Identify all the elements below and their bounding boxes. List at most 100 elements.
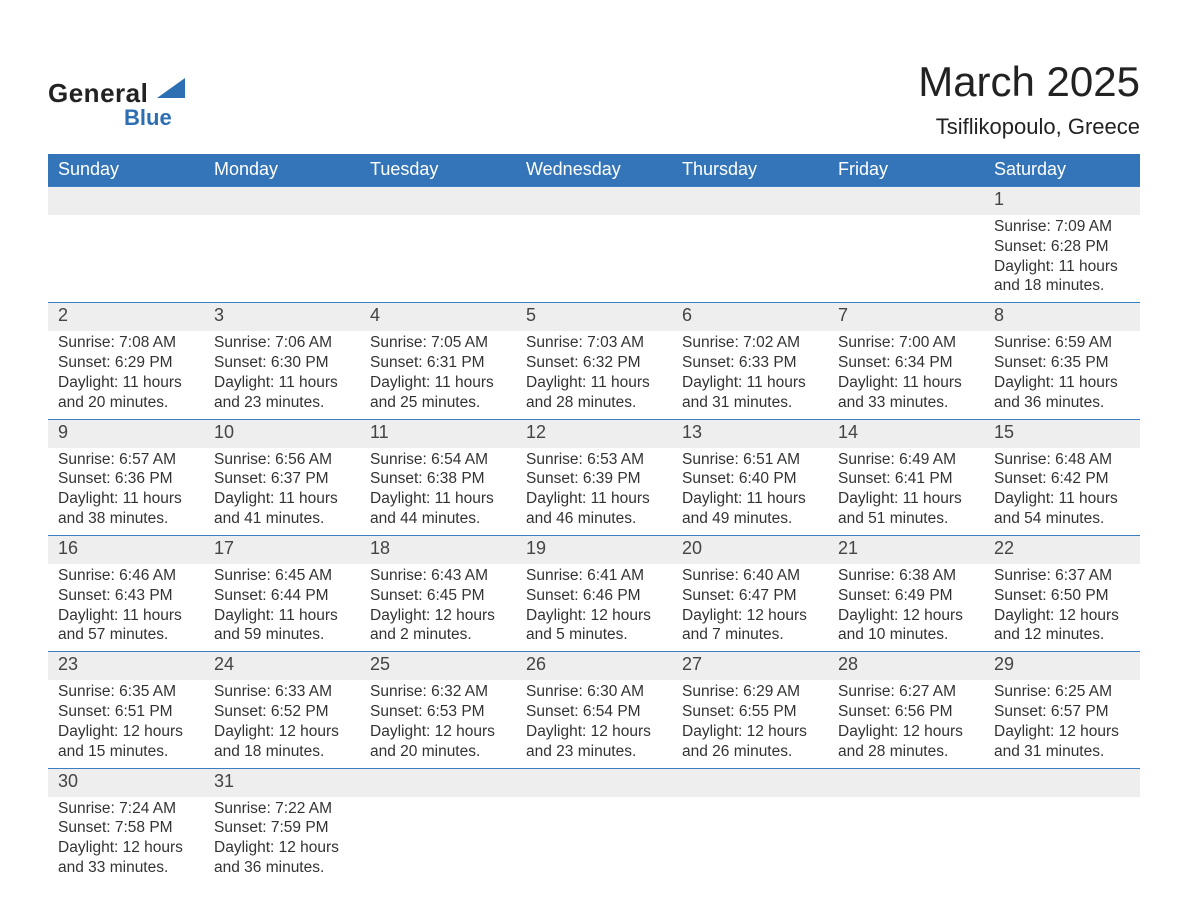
weekday-header: Tuesday <box>360 154 516 187</box>
day-detail-sunrise: Sunrise: 6:29 AM <box>682 682 822 702</box>
day-detail-dl1: Daylight: 11 hours <box>526 489 666 509</box>
day-details-cell: Sunrise: 7:24 AMSunset: 7:58 PMDaylight:… <box>48 797 204 884</box>
day-detail-sunset: Sunset: 6:34 PM <box>838 353 978 373</box>
day-detail-dl1: Daylight: 11 hours <box>994 257 1134 277</box>
day-detail-sunrise: Sunrise: 6:41 AM <box>526 566 666 586</box>
day-detail-sunset: Sunset: 6:46 PM <box>526 586 666 606</box>
day-detail-sunset: Sunset: 6:29 PM <box>58 353 198 373</box>
day-detail-dl2: and 12 minutes. <box>994 625 1134 645</box>
day-detail-sunset: Sunset: 6:35 PM <box>994 353 1134 373</box>
day-details-cell: Sunrise: 6:51 AMSunset: 6:40 PMDaylight:… <box>672 448 828 536</box>
week-details-row: Sunrise: 6:46 AMSunset: 6:43 PMDaylight:… <box>48 564 1140 652</box>
day-detail-sunrise: Sunrise: 6:38 AM <box>838 566 978 586</box>
day-detail-dl2: and 33 minutes. <box>838 393 978 413</box>
day-number-cell: 28 <box>828 652 984 681</box>
day-detail-dl2: and 20 minutes. <box>58 393 198 413</box>
day-detail-dl1: Daylight: 12 hours <box>526 722 666 742</box>
day-detail-dl1: Daylight: 12 hours <box>58 838 198 858</box>
day-detail-dl2: and 31 minutes. <box>994 742 1134 762</box>
day-detail-dl1: Daylight: 11 hours <box>994 373 1134 393</box>
calendar-page: General Blue March 2025 Tsiflikopoulo, G… <box>0 0 1188 918</box>
day-detail-sunrise: Sunrise: 6:48 AM <box>994 450 1134 470</box>
day-details-cell: Sunrise: 6:43 AMSunset: 6:45 PMDaylight:… <box>360 564 516 652</box>
day-detail-sunrise: Sunrise: 6:32 AM <box>370 682 510 702</box>
day-details-cell: Sunrise: 6:48 AMSunset: 6:42 PMDaylight:… <box>984 448 1140 536</box>
day-detail-dl1: Daylight: 12 hours <box>370 722 510 742</box>
day-detail-sunrise: Sunrise: 6:30 AM <box>526 682 666 702</box>
day-detail-dl1: Daylight: 12 hours <box>214 838 354 858</box>
day-detail-sunset: Sunset: 6:56 PM <box>838 702 978 722</box>
day-detail-dl1: Daylight: 11 hours <box>838 489 978 509</box>
day-details-cell <box>828 215 984 303</box>
day-detail-sunset: Sunset: 6:47 PM <box>682 586 822 606</box>
week-daynum-row: 1 <box>48 187 1140 216</box>
day-number-cell: 12 <box>516 419 672 448</box>
day-details-cell: Sunrise: 7:05 AMSunset: 6:31 PMDaylight:… <box>360 331 516 419</box>
day-details-cell: Sunrise: 6:30 AMSunset: 6:54 PMDaylight:… <box>516 680 672 768</box>
day-detail-sunset: Sunset: 7:59 PM <box>214 818 354 838</box>
day-details-cell: Sunrise: 6:41 AMSunset: 6:46 PMDaylight:… <box>516 564 672 652</box>
day-detail-dl1: Daylight: 11 hours <box>370 489 510 509</box>
day-detail-sunset: Sunset: 6:28 PM <box>994 237 1134 257</box>
week-daynum-row: 23242526272829 <box>48 652 1140 681</box>
day-detail-sunset: Sunset: 6:51 PM <box>58 702 198 722</box>
day-details-cell: Sunrise: 6:54 AMSunset: 6:38 PMDaylight:… <box>360 448 516 536</box>
day-detail-sunset: Sunset: 6:39 PM <box>526 469 666 489</box>
day-detail-sunset: Sunset: 6:37 PM <box>214 469 354 489</box>
day-details-cell <box>48 215 204 303</box>
day-detail-dl1: Daylight: 11 hours <box>214 373 354 393</box>
day-detail-dl2: and 28 minutes. <box>526 393 666 413</box>
day-detail-sunrise: Sunrise: 6:57 AM <box>58 450 198 470</box>
day-number-cell: 29 <box>984 652 1140 681</box>
day-number-cell: 7 <box>828 303 984 332</box>
day-details-cell: Sunrise: 6:57 AMSunset: 6:36 PMDaylight:… <box>48 448 204 536</box>
day-detail-sunset: Sunset: 6:53 PM <box>370 702 510 722</box>
day-detail-dl2: and 36 minutes. <box>214 858 354 878</box>
day-detail-dl2: and 38 minutes. <box>58 509 198 529</box>
day-number-cell <box>984 768 1140 797</box>
day-details-cell: Sunrise: 6:45 AMSunset: 6:44 PMDaylight:… <box>204 564 360 652</box>
title-block: March 2025 Tsiflikopoulo, Greece <box>918 48 1140 140</box>
day-details-cell: Sunrise: 7:09 AMSunset: 6:28 PMDaylight:… <box>984 215 1140 303</box>
day-detail-sunset: Sunset: 7:58 PM <box>58 818 198 838</box>
day-details-cell: Sunrise: 6:25 AMSunset: 6:57 PMDaylight:… <box>984 680 1140 768</box>
day-details-cell: Sunrise: 7:22 AMSunset: 7:59 PMDaylight:… <box>204 797 360 884</box>
day-details-cell <box>984 797 1140 884</box>
day-details-cell: Sunrise: 6:49 AMSunset: 6:41 PMDaylight:… <box>828 448 984 536</box>
day-details-cell <box>672 215 828 303</box>
day-number-cell <box>360 187 516 216</box>
day-detail-sunrise: Sunrise: 7:06 AM <box>214 333 354 353</box>
day-details-cell: Sunrise: 7:02 AMSunset: 6:33 PMDaylight:… <box>672 331 828 419</box>
day-detail-dl1: Daylight: 11 hours <box>58 606 198 626</box>
day-detail-dl2: and 36 minutes. <box>994 393 1134 413</box>
brand-logo: General Blue <box>48 48 185 131</box>
day-detail-dl1: Daylight: 11 hours <box>214 606 354 626</box>
day-detail-dl2: and 49 minutes. <box>682 509 822 529</box>
day-number-cell <box>828 768 984 797</box>
week-daynum-row: 2345678 <box>48 303 1140 332</box>
day-detail-dl2: and 44 minutes. <box>370 509 510 529</box>
day-detail-dl2: and 54 minutes. <box>994 509 1134 529</box>
day-detail-dl1: Daylight: 12 hours <box>838 606 978 626</box>
day-number-cell: 14 <box>828 419 984 448</box>
day-number-cell: 26 <box>516 652 672 681</box>
day-detail-dl1: Daylight: 11 hours <box>214 489 354 509</box>
day-detail-dl2: and 41 minutes. <box>214 509 354 529</box>
weekday-header: Friday <box>828 154 984 187</box>
day-details-cell: Sunrise: 6:32 AMSunset: 6:53 PMDaylight:… <box>360 680 516 768</box>
day-number-cell: 16 <box>48 535 204 564</box>
day-detail-sunrise: Sunrise: 6:56 AM <box>214 450 354 470</box>
day-number-cell: 1 <box>984 187 1140 216</box>
day-number-cell: 13 <box>672 419 828 448</box>
day-number-cell: 31 <box>204 768 360 797</box>
day-detail-sunrise: Sunrise: 7:03 AM <box>526 333 666 353</box>
week-daynum-row: 9101112131415 <box>48 419 1140 448</box>
day-details-cell: Sunrise: 6:40 AMSunset: 6:47 PMDaylight:… <box>672 564 828 652</box>
day-detail-dl1: Daylight: 12 hours <box>526 606 666 626</box>
day-detail-dl2: and 26 minutes. <box>682 742 822 762</box>
day-detail-dl1: Daylight: 11 hours <box>58 373 198 393</box>
day-detail-dl1: Daylight: 11 hours <box>994 489 1134 509</box>
day-detail-dl2: and 57 minutes. <box>58 625 198 645</box>
day-detail-dl2: and 31 minutes. <box>682 393 822 413</box>
day-details-cell <box>516 797 672 884</box>
